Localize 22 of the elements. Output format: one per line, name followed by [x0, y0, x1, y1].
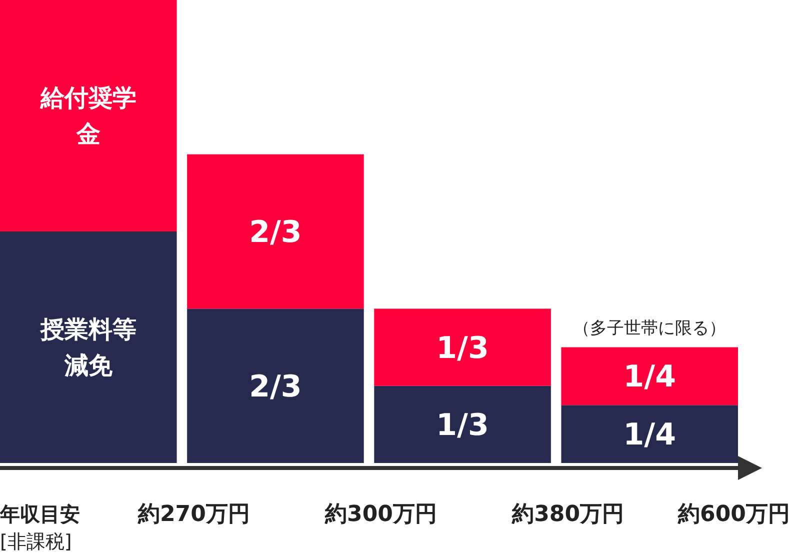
bar [0, 0, 177, 232]
bar [187, 154, 364, 309]
data-label: 1/3 [436, 408, 489, 443]
data-label: 1/3 [436, 330, 489, 366]
text: 約600万円 [677, 502, 790, 527]
text: 約380万円 [511, 502, 624, 527]
bar [561, 405, 738, 463]
bar [374, 386, 551, 463]
bar [187, 308, 364, 463]
text: 約300万円 [324, 502, 437, 527]
text: 約270万円 [136, 502, 250, 527]
data-label: 2/3 [249, 369, 302, 404]
series-label: 給付奨学金 [39, 84, 136, 148]
data-label: 1/4 [623, 418, 676, 453]
text: [非課税] [0, 531, 72, 553]
series-label: 授業料等減免 [39, 316, 136, 380]
bar [561, 347, 738, 406]
data-label: 2/3 [249, 214, 302, 250]
annotation: （多子世帯に限る） [573, 318, 726, 338]
bar [374, 308, 551, 386]
bar [0, 232, 177, 463]
data-label: 1/4 [623, 360, 676, 395]
